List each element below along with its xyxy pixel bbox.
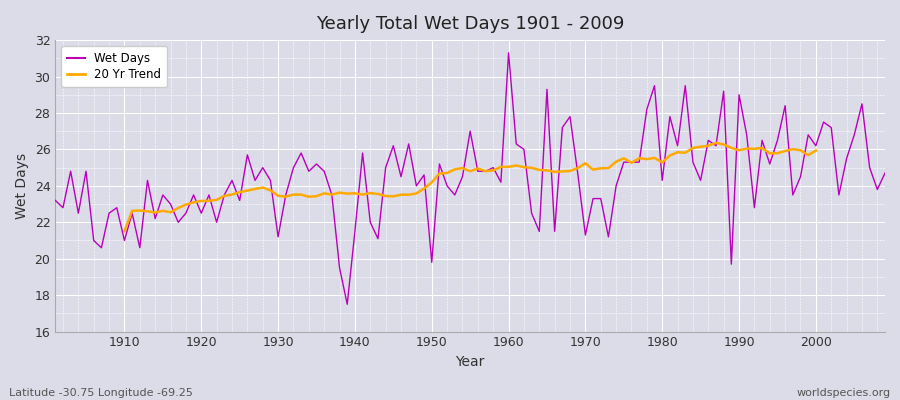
Text: worldspecies.org: worldspecies.org xyxy=(796,388,891,398)
Legend: Wet Days, 20 Yr Trend: Wet Days, 20 Yr Trend xyxy=(61,46,167,87)
Text: Latitude -30.75 Longitude -69.25: Latitude -30.75 Longitude -69.25 xyxy=(9,388,193,398)
X-axis label: Year: Year xyxy=(455,355,485,369)
Title: Yearly Total Wet Days 1901 - 2009: Yearly Total Wet Days 1901 - 2009 xyxy=(316,15,625,33)
Y-axis label: Wet Days: Wet Days xyxy=(15,153,29,219)
